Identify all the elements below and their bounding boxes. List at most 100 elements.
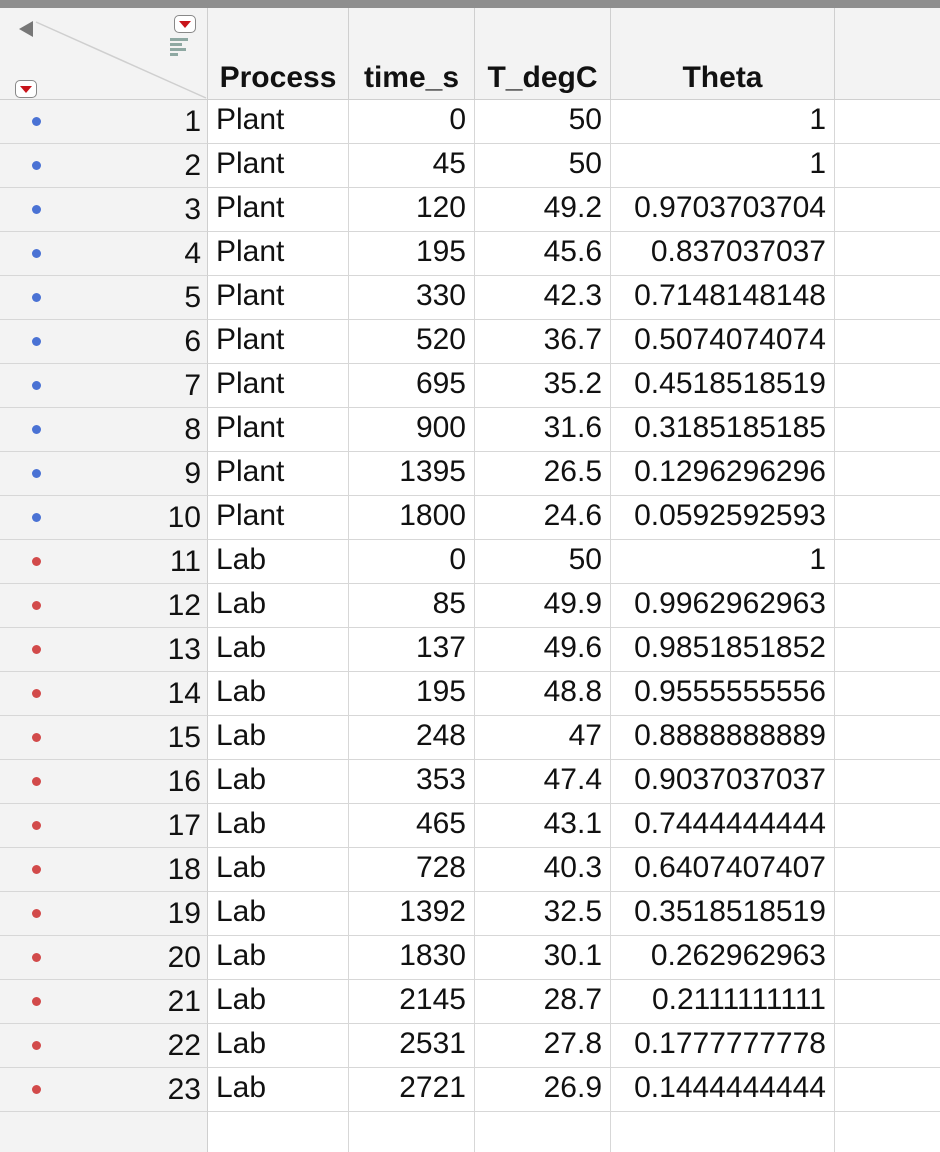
cell-process[interactable]: Lab: [208, 672, 349, 716]
row-header[interactable]: 22: [0, 1024, 208, 1068]
cell-time-s[interactable]: 2531: [349, 1024, 475, 1068]
cell-process[interactable]: Plant: [208, 144, 349, 188]
row-header[interactable]: 18: [0, 848, 208, 892]
cell-t-degc[interactable]: 42.3: [475, 276, 611, 320]
cell-theta[interactable]: 0.7444444444: [611, 804, 835, 848]
cell-t-degc[interactable]: 32.5: [475, 892, 611, 936]
cell-time-s[interactable]: 0: [349, 540, 475, 584]
cell-theta[interactable]: 0.9851851852: [611, 628, 835, 672]
cell-time-s[interactable]: 45: [349, 144, 475, 188]
cell-time-s[interactable]: 1830: [349, 936, 475, 980]
cell-time-s[interactable]: 137: [349, 628, 475, 672]
row-header[interactable]: 13: [0, 628, 208, 672]
cell-theta[interactable]: 0.837037037: [611, 232, 835, 276]
cell-theta[interactable]: 0.5074074074: [611, 320, 835, 364]
row-header[interactable]: 19: [0, 892, 208, 936]
cell-time-s[interactable]: 195: [349, 672, 475, 716]
cell-time-s[interactable]: 728: [349, 848, 475, 892]
cell-process[interactable]: Lab: [208, 804, 349, 848]
cell-t-degc[interactable]: 40.3: [475, 848, 611, 892]
cell-t-degc[interactable]: 26.5: [475, 452, 611, 496]
cell-t-degc[interactable]: 49.2: [475, 188, 611, 232]
cell-time-s[interactable]: 2145: [349, 980, 475, 1024]
cell-t-degc[interactable]: 48.8: [475, 672, 611, 716]
cell-process[interactable]: Lab: [208, 980, 349, 1024]
cell-theta[interactable]: 0.2111111111: [611, 980, 835, 1024]
cell-time-s[interactable]: 195: [349, 232, 475, 276]
cell-t-degc[interactable]: 36.7: [475, 320, 611, 364]
row-header[interactable]: 20: [0, 936, 208, 980]
cell-process[interactable]: Lab: [208, 1068, 349, 1112]
cell-theta[interactable]: 0.0592592593: [611, 496, 835, 540]
cell-t-degc[interactable]: 24.6: [475, 496, 611, 540]
row-header[interactable]: 17: [0, 804, 208, 848]
cell-t-degc[interactable]: 50: [475, 540, 611, 584]
cell-theta[interactable]: 0.9703703704: [611, 188, 835, 232]
row-header[interactable]: 3: [0, 188, 208, 232]
column-menu-icon[interactable]: [174, 15, 196, 33]
cell-process[interactable]: Lab: [208, 584, 349, 628]
cell-time-s[interactable]: 1392: [349, 892, 475, 936]
cell-time-s[interactable]: 120: [349, 188, 475, 232]
cell-t-degc[interactable]: 26.9: [475, 1068, 611, 1112]
cell-time-s[interactable]: 2721: [349, 1068, 475, 1112]
cell-theta[interactable]: 0.262962963: [611, 936, 835, 980]
cell-process[interactable]: Lab: [208, 848, 349, 892]
cell-process[interactable]: Lab: [208, 936, 349, 980]
row-header[interactable]: 2: [0, 144, 208, 188]
cell-t-degc[interactable]: 49.6: [475, 628, 611, 672]
cell-process[interactable]: Lab: [208, 628, 349, 672]
cell-process[interactable]: Plant: [208, 452, 349, 496]
cell-time-s[interactable]: 85: [349, 584, 475, 628]
cell-time-s[interactable]: 1800: [349, 496, 475, 540]
cell-t-degc[interactable]: 28.7: [475, 980, 611, 1024]
cell-time-s[interactable]: 695: [349, 364, 475, 408]
cell-process[interactable]: Plant: [208, 320, 349, 364]
cell-theta[interactable]: 0.9037037037: [611, 760, 835, 804]
cell-process[interactable]: Plant: [208, 276, 349, 320]
cell-theta[interactable]: 1: [611, 100, 835, 144]
cell-theta[interactable]: 0.3185185185: [611, 408, 835, 452]
collapse-left-icon[interactable]: [19, 21, 33, 37]
cell-process[interactable]: Plant: [208, 100, 349, 144]
row-header[interactable]: 12: [0, 584, 208, 628]
row-header[interactable]: 9: [0, 452, 208, 496]
column-header-process[interactable]: Process: [208, 8, 349, 100]
row-header[interactable]: 8: [0, 408, 208, 452]
cell-process[interactable]: Plant: [208, 232, 349, 276]
cell-time-s[interactable]: 520: [349, 320, 475, 364]
cell-time-s[interactable]: 330: [349, 276, 475, 320]
cell-theta[interactable]: 0.1444444444: [611, 1068, 835, 1112]
column-list-icon[interactable]: [170, 38, 188, 58]
cell-time-s[interactable]: 248: [349, 716, 475, 760]
row-header[interactable]: 7: [0, 364, 208, 408]
cell-process[interactable]: Lab: [208, 1024, 349, 1068]
row-header[interactable]: 5: [0, 276, 208, 320]
cell-time-s[interactable]: 1395: [349, 452, 475, 496]
cell-t-degc[interactable]: 30.1: [475, 936, 611, 980]
cell-theta[interactable]: 0.3518518519: [611, 892, 835, 936]
cell-theta[interactable]: 0.6407407407: [611, 848, 835, 892]
cell-t-degc[interactable]: 35.2: [475, 364, 611, 408]
cell-t-degc[interactable]: 49.9: [475, 584, 611, 628]
cell-theta[interactable]: 0.4518518519: [611, 364, 835, 408]
cell-t-degc[interactable]: 45.6: [475, 232, 611, 276]
row-header[interactable]: 10: [0, 496, 208, 540]
column-header-t-degc[interactable]: T_degC: [475, 8, 611, 100]
cell-t-degc[interactable]: 50: [475, 100, 611, 144]
cell-t-degc[interactable]: 27.8: [475, 1024, 611, 1068]
column-header-time-s[interactable]: time_s: [349, 8, 475, 100]
row-header[interactable]: 6: [0, 320, 208, 364]
cell-theta[interactable]: 1: [611, 540, 835, 584]
cell-theta[interactable]: 0.1777777778: [611, 1024, 835, 1068]
cell-process[interactable]: Plant: [208, 496, 349, 540]
row-header[interactable]: 23: [0, 1068, 208, 1112]
cell-time-s[interactable]: 0: [349, 100, 475, 144]
row-header[interactable]: 16: [0, 760, 208, 804]
cell-process[interactable]: Plant: [208, 188, 349, 232]
column-header-theta[interactable]: Theta: [611, 8, 835, 100]
row-header[interactable]: 11: [0, 540, 208, 584]
cell-theta[interactable]: 1: [611, 144, 835, 188]
cell-process[interactable]: Lab: [208, 892, 349, 936]
cell-t-degc[interactable]: 31.6: [475, 408, 611, 452]
